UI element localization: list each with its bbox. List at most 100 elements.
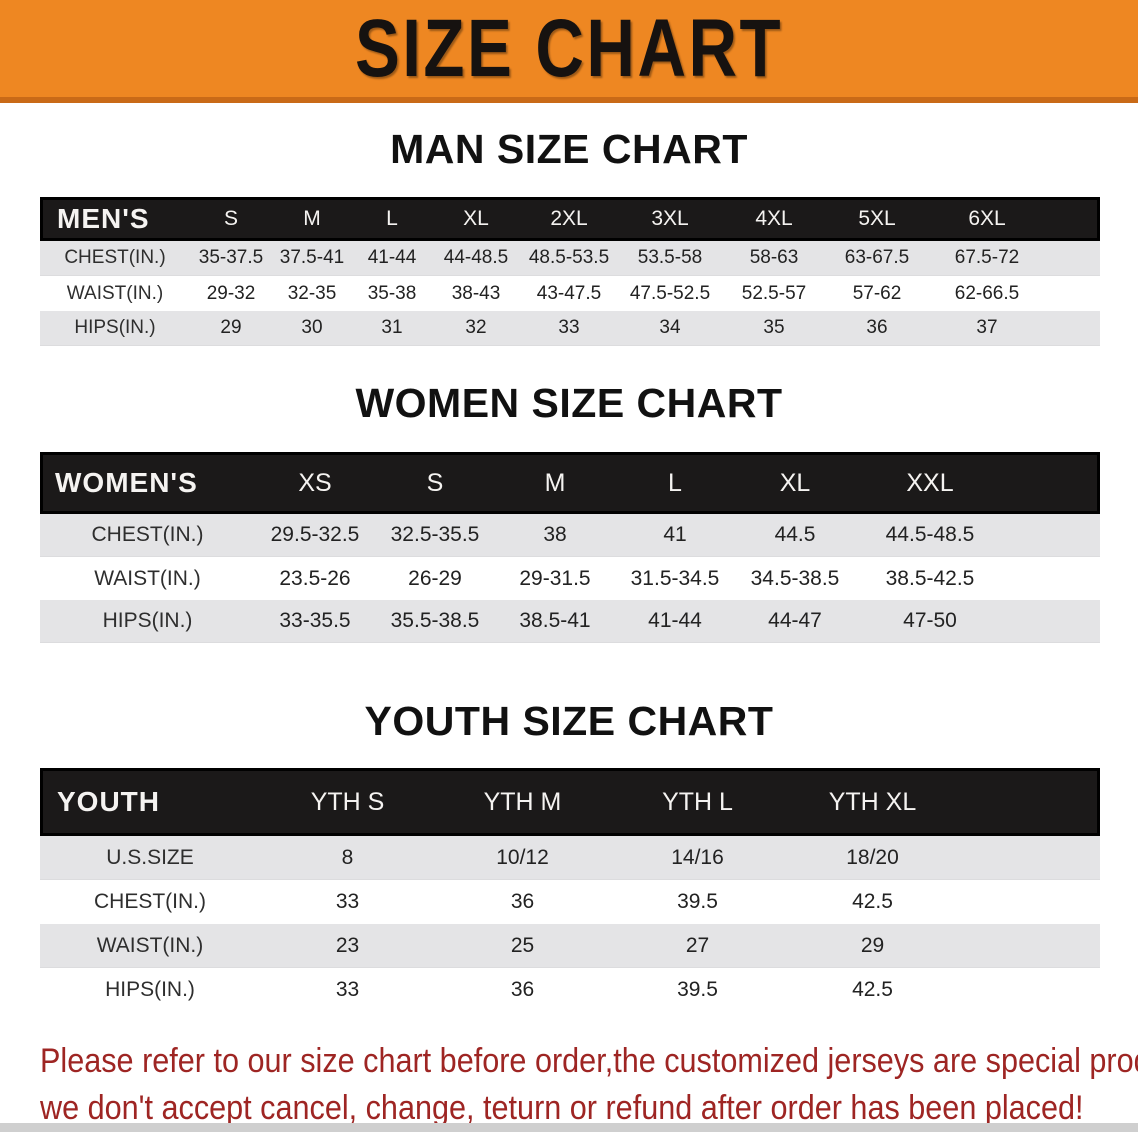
- size-value-cell: 63-67.5: [826, 241, 928, 276]
- table-row: CHEST(IN.) 29.5-32.5 32.5-35.5 38 41 44.5 44.5…: [40, 514, 1100, 557]
- size-value-cell: 47-50: [855, 600, 1005, 643]
- size-column-header: XXL: [855, 452, 1005, 514]
- size-value-cell: 37: [928, 311, 1046, 346]
- women-section-title: WOMEN SIZE CHART: [355, 380, 783, 426]
- size-value-cell: 18/20: [785, 836, 960, 880]
- size-column-header: 2XL: [520, 197, 618, 241]
- size-value-cell: 58-63: [722, 241, 826, 276]
- disclaimer-line-1: Please refer to our size chart before or…: [40, 1042, 1138, 1080]
- size-column-header: L: [352, 197, 432, 241]
- size-value-cell: 44.5-48.5: [855, 514, 1005, 557]
- table-corner-label: MEN'S: [40, 197, 190, 241]
- table-row: HIPS(IN.) 33 36 39.5 42.5: [40, 968, 1100, 1012]
- row-spacer: [1005, 514, 1100, 557]
- size-value-cell: 48.5-53.5: [520, 241, 618, 276]
- size-column-header: 5XL: [826, 197, 928, 241]
- table-row: WAIST(IN.) 29-32 32-35 35-38 38-43 43-47.5 47.…: [40, 276, 1100, 311]
- row-label: HIPS(IN.): [40, 600, 255, 643]
- size-value-cell: 57-62: [826, 276, 928, 311]
- size-value-cell: 31.5-34.5: [615, 557, 735, 600]
- table-row: U.S.SIZE 8 10/12 14/16 18/20: [40, 836, 1100, 880]
- row-label: WAIST(IN.): [40, 276, 190, 311]
- size-value-cell: 23: [260, 924, 435, 968]
- table-corner-label: YOUTH: [40, 768, 260, 836]
- size-value-cell: 35.5-38.5: [375, 600, 495, 643]
- row-spacer: [1046, 241, 1100, 276]
- size-column-header: M: [272, 197, 352, 241]
- table-row: CHEST(IN.) 35-37.5 37.5-41 41-44 44-48.5 48.5…: [40, 241, 1100, 276]
- size-value-cell: 29.5-32.5: [255, 514, 375, 557]
- size-value-cell: 38-43: [432, 276, 520, 311]
- size-value-cell: 67.5-72: [928, 241, 1046, 276]
- row-spacer: [960, 880, 1100, 924]
- size-value-cell: 39.5: [610, 968, 785, 1012]
- header-spacer: [1005, 452, 1100, 514]
- row-spacer: [1005, 600, 1100, 643]
- size-value-cell: 33: [520, 311, 618, 346]
- row-label: WAIST(IN.): [40, 924, 260, 968]
- size-value-cell: 10/12: [435, 836, 610, 880]
- banner: SIZE CHART: [0, 0, 1138, 103]
- size-value-cell: 36: [435, 968, 610, 1012]
- size-value-cell: 29: [190, 311, 272, 346]
- disclaimer-text: Please refer to our size chart before or…: [40, 1038, 1138, 1132]
- size-column-header: 4XL: [722, 197, 826, 241]
- size-column-header: XL: [432, 197, 520, 241]
- disclaimer-line-2: we don't accept cancel, change, teturn o…: [40, 1089, 1084, 1127]
- man-size-table: MEN'S S M L XL 2XL 3XL 4XL 5XL 6XL CHEST(IN.) 35-3…: [40, 197, 1100, 346]
- size-column-header: M: [495, 452, 615, 514]
- size-value-cell: 25: [435, 924, 610, 968]
- table-row: CHEST(IN.) 33 36 39.5 42.5: [40, 880, 1100, 924]
- size-value-cell: 47.5-52.5: [618, 276, 722, 311]
- size-value-cell: 29: [785, 924, 960, 968]
- size-value-cell: 14/16: [610, 836, 785, 880]
- size-column-header: S: [375, 452, 495, 514]
- size-value-cell: 32: [432, 311, 520, 346]
- row-label: HIPS(IN.): [40, 311, 190, 346]
- row-label: CHEST(IN.): [40, 241, 190, 276]
- size-value-cell: 37.5-41: [272, 241, 352, 276]
- row-label: HIPS(IN.): [40, 968, 260, 1012]
- size-value-cell: 38.5-41: [495, 600, 615, 643]
- size-value-cell: 33-35.5: [255, 600, 375, 643]
- row-spacer: [1005, 557, 1100, 600]
- size-column-header: YTH M: [435, 768, 610, 836]
- table-row: WAIST(IN.) 23.5-26 26-29 29-31.5 31.5-34.5 34…: [40, 557, 1100, 600]
- size-value-cell: 36: [826, 311, 928, 346]
- row-spacer: [1046, 276, 1100, 311]
- size-value-cell: 35: [722, 311, 826, 346]
- row-spacer: [960, 968, 1100, 1012]
- row-spacer: [960, 924, 1100, 968]
- size-value-cell: 35-38: [352, 276, 432, 311]
- youth-size-table: YOUTH YTH S YTH M YTH L YTH XL U.S.SIZE 8 10/1…: [40, 768, 1100, 1012]
- table-row: HIPS(IN.) 29 30 31 32 33 34 35 36 37: [40, 311, 1100, 346]
- size-value-cell: 34.5-38.5: [735, 557, 855, 600]
- banner-title: SIZE CHART: [354, 2, 784, 94]
- size-value-cell: 33: [260, 880, 435, 924]
- size-value-cell: 41-44: [615, 600, 735, 643]
- row-label: U.S.SIZE: [40, 836, 260, 880]
- size-value-cell: 44-48.5: [432, 241, 520, 276]
- women-size-table: WOMEN'S XS S M L XL XXL CHEST(IN.) 29.5-32.5 32.…: [40, 452, 1100, 643]
- size-value-cell: 30: [272, 311, 352, 346]
- row-spacer: [1046, 311, 1100, 346]
- table-row: HIPS(IN.) 33-35.5 35.5-38.5 38.5-41 41-44 44-…: [40, 600, 1100, 643]
- size-value-cell: 39.5: [610, 880, 785, 924]
- size-value-cell: 32.5-35.5: [375, 514, 495, 557]
- size-column-header: L: [615, 452, 735, 514]
- size-value-cell: 62-66.5: [928, 276, 1046, 311]
- man-header-row: MEN'S S M L XL 2XL 3XL 4XL 5XL 6XL: [40, 197, 1100, 241]
- row-spacer: [960, 836, 1100, 880]
- row-label: WAIST(IN.): [40, 557, 255, 600]
- size-column-header: S: [190, 197, 272, 241]
- size-column-header: 6XL: [928, 197, 1046, 241]
- youth-header-row: YOUTH YTH S YTH M YTH L YTH XL: [40, 768, 1100, 836]
- row-label: CHEST(IN.): [40, 880, 260, 924]
- size-value-cell: 26-29: [375, 557, 495, 600]
- size-value-cell: 38: [495, 514, 615, 557]
- man-section-title: MAN SIZE CHART: [390, 126, 748, 172]
- size-column-header: YTH L: [610, 768, 785, 836]
- size-value-cell: 42.5: [785, 968, 960, 1012]
- size-value-cell: 44.5: [735, 514, 855, 557]
- table-row: WAIST(IN.) 23 25 27 29: [40, 924, 1100, 968]
